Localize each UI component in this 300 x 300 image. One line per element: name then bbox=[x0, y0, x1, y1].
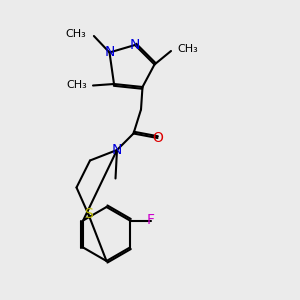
Text: CH₃: CH₃ bbox=[177, 44, 198, 55]
Text: N: N bbox=[130, 38, 140, 52]
Text: F: F bbox=[147, 214, 155, 227]
Text: S: S bbox=[84, 208, 93, 221]
Text: N: N bbox=[112, 143, 122, 157]
Text: N: N bbox=[104, 46, 115, 59]
Text: CH₃: CH₃ bbox=[66, 80, 87, 91]
Text: CH₃: CH₃ bbox=[66, 28, 86, 39]
Text: O: O bbox=[152, 131, 163, 145]
